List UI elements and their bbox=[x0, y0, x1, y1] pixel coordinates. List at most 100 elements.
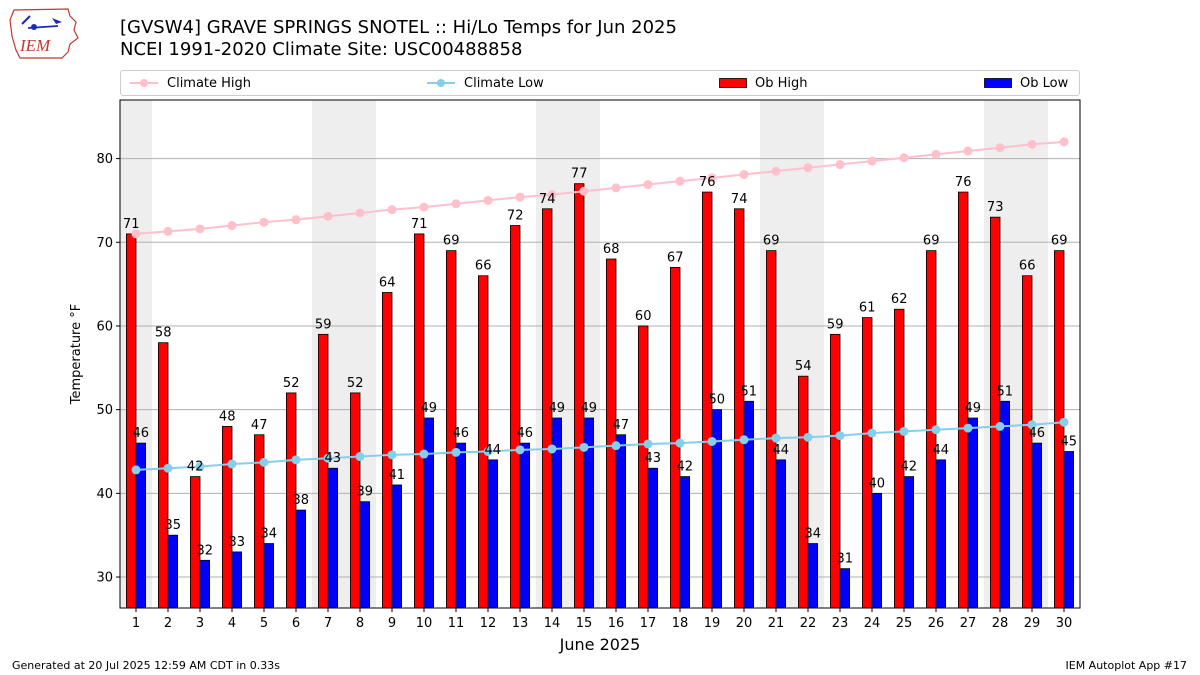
ob-high-label: 59 bbox=[827, 317, 844, 332]
y-tick-label: 60 bbox=[96, 319, 113, 334]
ob-high-label: 42 bbox=[187, 460, 204, 475]
ob-high-label: 72 bbox=[507, 209, 524, 224]
climate-high-point bbox=[707, 173, 717, 183]
ob-high-label: 58 bbox=[155, 326, 172, 341]
ob-high-label: 71 bbox=[123, 217, 140, 232]
ob-high-bar bbox=[221, 425, 233, 608]
climate-high-point bbox=[835, 159, 845, 169]
x-tick-label: 20 bbox=[736, 616, 753, 631]
climate-high-point bbox=[195, 224, 205, 234]
ob-low-bar bbox=[487, 459, 499, 608]
ob-high-bar bbox=[606, 258, 617, 608]
climate-low-line bbox=[135, 421, 1065, 471]
climate-high-point bbox=[163, 226, 173, 236]
ob-high-label: 52 bbox=[347, 376, 364, 391]
ob-low-bar bbox=[295, 509, 307, 608]
legend-item-climate-low: Climate Low bbox=[426, 71, 544, 95]
x-tick-label: 17 bbox=[640, 616, 657, 631]
climate-high-point bbox=[323, 211, 333, 221]
y-tick-label: 50 bbox=[96, 403, 113, 418]
climate-high-line bbox=[135, 140, 1065, 235]
ob-high-bar bbox=[766, 250, 777, 608]
x-tick-label: 9 bbox=[388, 616, 396, 631]
legend-label-ob-high: Ob High bbox=[755, 75, 808, 91]
climate-high-point bbox=[643, 180, 653, 190]
climate-high-point bbox=[963, 146, 973, 156]
ob-low-label: 51 bbox=[741, 384, 758, 399]
y-tick-label: 30 bbox=[96, 571, 113, 586]
ob-high-bar bbox=[157, 342, 169, 608]
climate-high-point bbox=[355, 208, 365, 218]
ob-high-label: 59 bbox=[315, 317, 332, 332]
ob-low-bar bbox=[999, 400, 1011, 608]
ob-low-label: 34 bbox=[261, 527, 278, 542]
ob-low-label: 34 bbox=[805, 527, 822, 542]
climate-low-point bbox=[835, 431, 845, 441]
ob-high-label: 71 bbox=[411, 217, 428, 232]
ob-high-label: 66 bbox=[1019, 259, 1036, 274]
ob-low-bar bbox=[615, 434, 627, 608]
ob-low-bar bbox=[423, 417, 435, 608]
climate-low-point bbox=[259, 457, 269, 467]
climate-low-point bbox=[515, 445, 525, 455]
ob-low-bar bbox=[391, 484, 403, 608]
climate-high-point bbox=[1027, 139, 1037, 149]
ob-low-label: 50 bbox=[709, 393, 726, 408]
ob-high-bar bbox=[381, 292, 393, 608]
iem-logo: IEM bbox=[9, 8, 79, 59]
y-tick-label: 80 bbox=[96, 152, 113, 167]
x-tick-label: 12 bbox=[480, 616, 497, 631]
legend-label-ob-low: Ob Low bbox=[1020, 75, 1069, 91]
ob-low-label: 46 bbox=[453, 426, 470, 441]
climate-low-point bbox=[323, 453, 333, 463]
climate-high-point bbox=[291, 215, 301, 225]
ob-low-label: 51 bbox=[997, 384, 1014, 399]
ob-low-label: 43 bbox=[645, 451, 662, 466]
ob-high-bar bbox=[894, 308, 905, 608]
ob-high-label: 74 bbox=[731, 192, 748, 207]
legend-item-ob-low: Ob Low bbox=[984, 71, 1068, 95]
climate-high-point bbox=[803, 163, 813, 173]
climate-low-point bbox=[227, 459, 237, 469]
climate-high-point bbox=[867, 156, 877, 166]
ob-low-bar bbox=[903, 476, 915, 608]
ob-high-bar bbox=[862, 317, 873, 608]
ob-low-bar bbox=[231, 551, 243, 608]
x-tick-label: 25 bbox=[896, 616, 913, 631]
x-tick-label: 3 bbox=[196, 616, 204, 631]
ob-low-label: 38 bbox=[293, 493, 310, 508]
ob-low-label: 49 bbox=[581, 401, 598, 416]
ob-low-bar bbox=[839, 568, 851, 608]
x-tick-label: 28 bbox=[992, 616, 1009, 631]
x-tick-label: 18 bbox=[672, 616, 689, 631]
x-tick-label: 7 bbox=[324, 616, 332, 631]
ob-high-bar bbox=[542, 208, 553, 608]
legend-label-climate-high: Climate High bbox=[167, 75, 252, 91]
ob-low-label: 33 bbox=[229, 535, 246, 550]
ob-low-bar bbox=[199, 559, 211, 608]
x-tick-label: 26 bbox=[928, 616, 945, 631]
x-axis-label: June 2025 bbox=[559, 635, 641, 654]
ob-high-label: 74 bbox=[539, 192, 556, 207]
ob-low-bar bbox=[455, 442, 467, 608]
ob-high-label: 52 bbox=[283, 376, 300, 391]
climate-high-point bbox=[995, 143, 1005, 153]
ob-low-label: 41 bbox=[389, 468, 406, 483]
x-tick-label: 23 bbox=[832, 616, 849, 631]
ob-low-label: 47 bbox=[613, 418, 630, 433]
ob-low-label: 42 bbox=[901, 460, 918, 475]
climate-low-point bbox=[803, 432, 813, 442]
ob-low-label: 31 bbox=[837, 552, 854, 567]
ob-high-bar bbox=[349, 392, 361, 608]
ob-low-label: 44 bbox=[773, 443, 790, 458]
ob-low-bar bbox=[135, 442, 147, 608]
climate-low-point bbox=[419, 449, 429, 459]
x-tick-label: 14 bbox=[544, 616, 561, 631]
ob-high-bar bbox=[702, 191, 713, 608]
ob-high-bar bbox=[285, 392, 297, 608]
climate-low-point bbox=[1059, 417, 1069, 427]
ob-low-label: 46 bbox=[517, 426, 534, 441]
climate-high-point bbox=[515, 192, 525, 202]
climate-high-point bbox=[259, 217, 269, 227]
ob-low-bar bbox=[775, 459, 787, 608]
